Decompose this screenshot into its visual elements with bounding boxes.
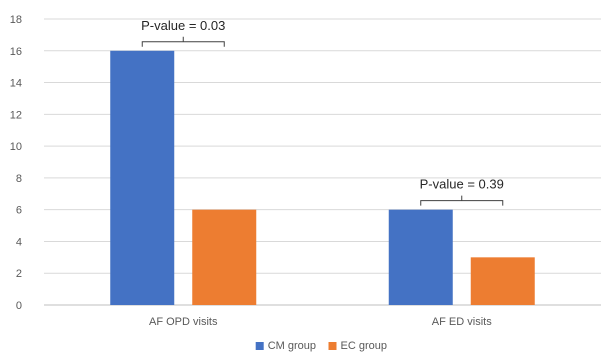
p-value-label: P-value = 0.03 [141, 18, 225, 33]
y-tick-label: 12 [10, 109, 22, 121]
p-value-label: P-value = 0.39 [420, 177, 504, 192]
annotations: P-value = 0.03 P-value = 0.39 [141, 18, 504, 206]
y-tick-label: 10 [10, 141, 22, 153]
y-tick-label: 18 [10, 14, 22, 26]
significance-bracket [141, 36, 225, 47]
legend-swatch-cm-group [255, 342, 264, 350]
legend-label-cm-group: CM group [268, 340, 316, 352]
y-tick-label: 8 [16, 173, 22, 185]
bar-ec-group-2 [470, 257, 535, 305]
bars [110, 50, 535, 306]
legend: CM group EC group [255, 340, 387, 352]
significance-bracket [420, 195, 504, 206]
x-axis-labels: AF OPD visits AF ED visits [149, 316, 492, 328]
bar-cm-group-1 [110, 50, 175, 306]
bar-ec-group-1 [192, 209, 257, 305]
y-tick-label: 2 [16, 268, 22, 280]
x-tick-label: AF OPD visits [149, 316, 218, 328]
y-tick-label: 4 [16, 236, 22, 248]
legend-label-ec-group: EC group [341, 340, 387, 352]
y-tick-label: 16 [10, 46, 22, 58]
y-axis-ticks: 0 2 4 6 8 10 12 14 16 18 [10, 14, 22, 312]
y-tick-label: 14 [10, 78, 22, 90]
bar-cm-group-2 [388, 209, 453, 305]
y-tick-label: 6 [16, 205, 22, 217]
y-tick-label: 0 [16, 300, 22, 312]
legend-swatch-ec-group [328, 342, 337, 350]
x-tick-label: AF ED visits [432, 316, 492, 328]
